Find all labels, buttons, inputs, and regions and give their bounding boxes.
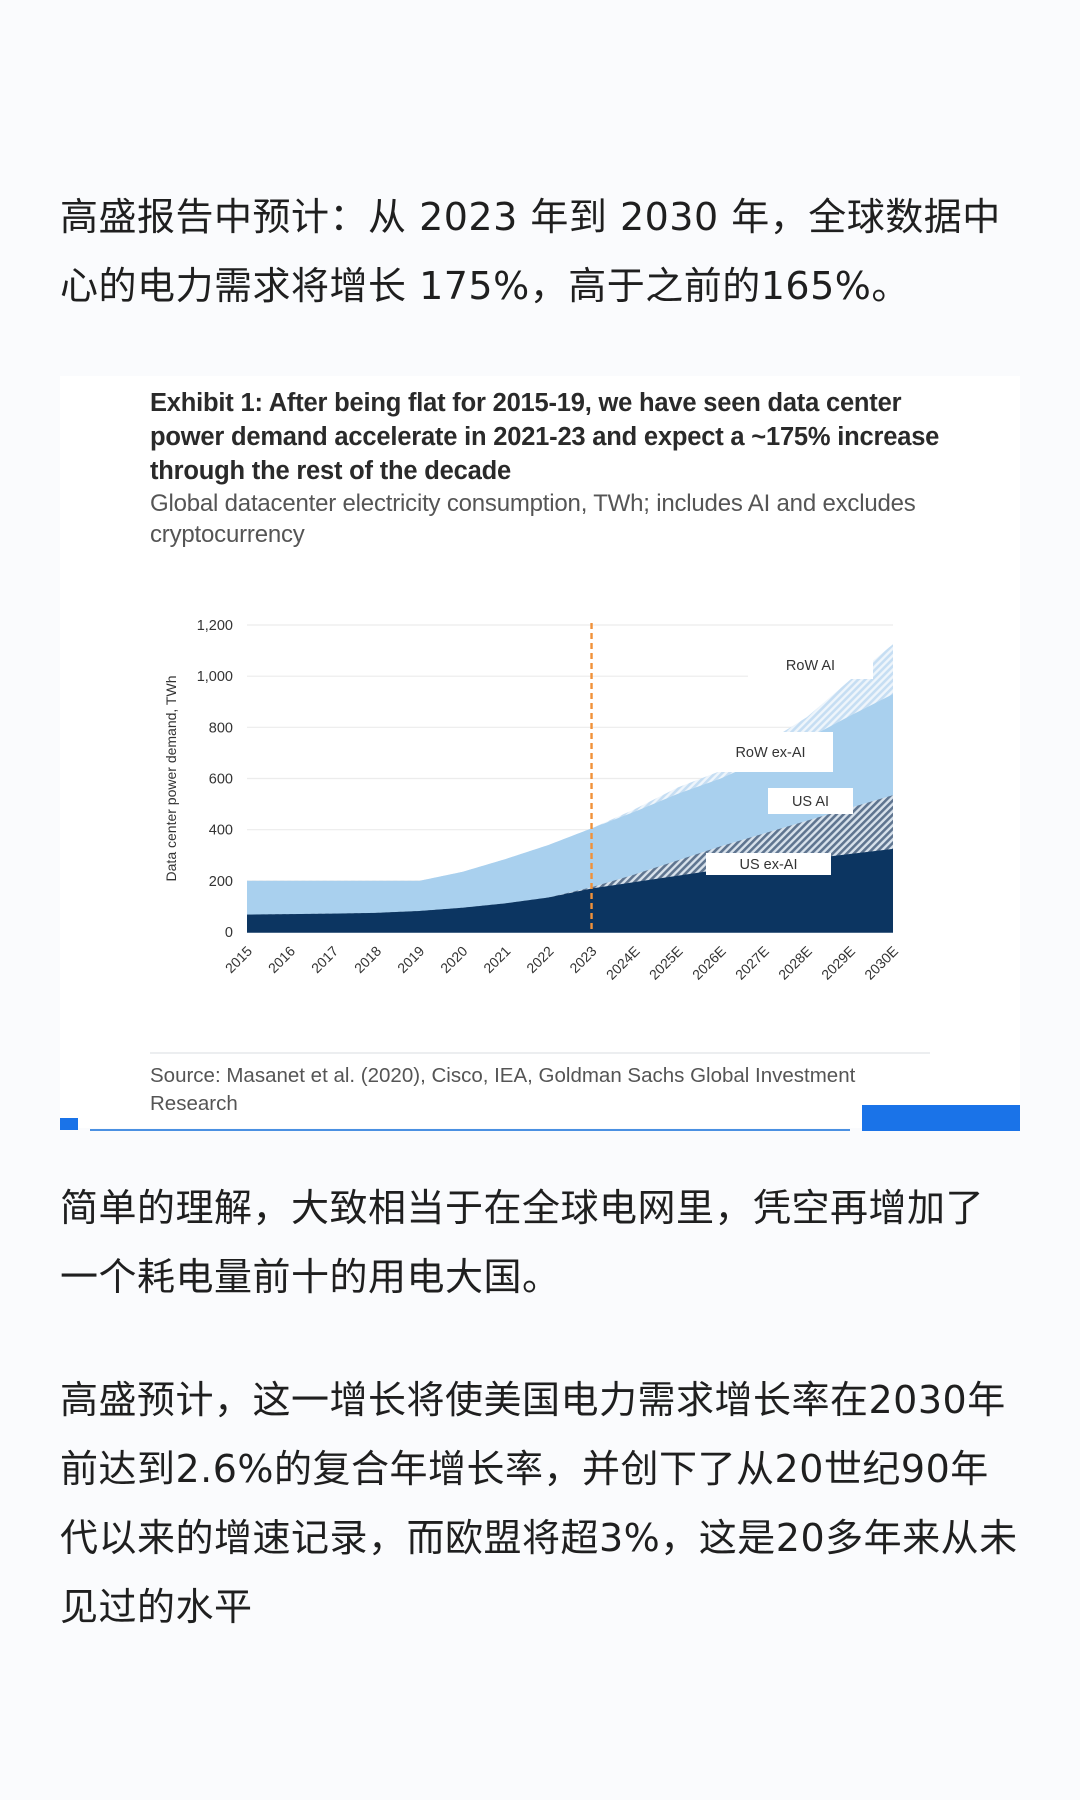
chart-svg: 0 200 400 600 800 1,000 1,200 Data center power… [163, 618, 901, 983]
label-row-ex-ai-box [708, 732, 833, 772]
y-tick-label: 400 [209, 823, 233, 839]
intro-paragraph: 高盛报告中预计：从 2023 年到 2030 年，全球数据中心的电力需求将增长 … [60, 195, 1001, 308]
label-us-ai: US AI [792, 794, 829, 810]
source-note: Source: Masanet et al. (2020), Cisco, IE… [150, 1064, 856, 1115]
source-divider [150, 1052, 930, 1054]
forecast-paragraph: 高盛预计，这一增长将使美国电力需求增长率在2030年前达到2.6%的复合年增长率… [60, 1378, 1018, 1629]
y-axis-label: Data center power demand, TWh [163, 676, 179, 882]
y-tick-label: 800 [209, 720, 233, 736]
x-tick-label: 2029E [818, 943, 858, 983]
x-tick-label: 2015 [222, 943, 255, 976]
exhibit-subtitle: Global datacenter electricity consumptio… [150, 490, 916, 548]
y-tick-label: 1,200 [197, 618, 233, 634]
progress-line [90, 1129, 850, 1131]
exhibit-title: Exhibit 1: After being flat for 2015-19,… [150, 389, 940, 485]
x-tick-label: 2026E [689, 943, 729, 983]
label-row-ai: RoW AI [786, 658, 835, 674]
x-tick-label: 2021 [480, 943, 513, 976]
indicator-square [60, 1118, 78, 1130]
explanation-paragraph: 简单的理解，大致相当于在全球电网里，凭空再增加了一个耗电量前十的用电大国。 [60, 1186, 985, 1299]
x-tick-label: 2024E [603, 943, 643, 983]
label-row-ai-box [748, 651, 873, 679]
x-tick-label: 2030E [861, 943, 901, 983]
x-tick-label: 2022 [523, 943, 556, 976]
x-tick-label: 2025E [646, 943, 686, 983]
stacked-area-chart: 0 200 400 600 800 1,000 1,200 Data center power… [150, 601, 950, 991]
exhibit-card: Exhibit 1: After being flat for 2015-19,… [60, 376, 1020, 1128]
label-us-ex-ai-box [706, 853, 831, 875]
x-tick-label: 2020 [437, 943, 470, 976]
label-us-ai-box [768, 788, 853, 814]
y-tick-label: 0 [225, 925, 233, 941]
x-tick-label: 2023 [566, 943, 599, 976]
x-tick-label: 2028E [775, 943, 815, 983]
y-tick-label: 600 [209, 772, 233, 788]
x-tick-label: 2018 [351, 943, 384, 976]
x-tick-label: 2016 [265, 943, 298, 976]
x-tick-label: 2019 [394, 943, 427, 976]
indicator-block [862, 1105, 1020, 1131]
y-tick-label: 1,000 [197, 669, 233, 685]
label-us-ex-ai: US ex-AI [739, 857, 797, 873]
y-tick-label: 200 [209, 874, 233, 890]
x-tick-label: 2017 [308, 943, 341, 976]
label-row-ex-ai: RoW ex-AI [735, 745, 805, 761]
x-tick-label: 2027E [732, 943, 772, 983]
